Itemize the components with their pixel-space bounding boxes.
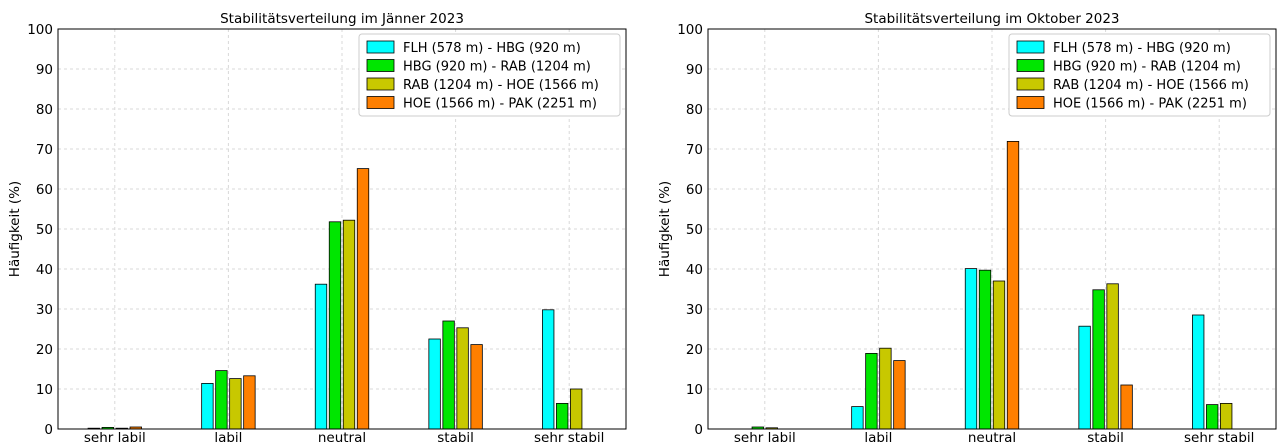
y-tick-label: 70 xyxy=(36,142,53,158)
legend-label: HOE (1566 m) - PAK (2251 m) xyxy=(1053,97,1247,112)
legend-swatch xyxy=(366,59,395,72)
y-tick-label: 30 xyxy=(36,302,53,318)
y-tick-label: 20 xyxy=(686,342,703,358)
y-tick-label: 0 xyxy=(694,422,703,438)
y-tick-label: 70 xyxy=(686,142,703,158)
bar xyxy=(992,280,1006,430)
legend-label: RAB (1204 m) - HOE (1566 m) xyxy=(403,78,599,93)
bar xyxy=(456,327,469,430)
stability-chart-october: Stabilitätsverteilung im Oktober 2023 0 10… xyxy=(657,11,1277,444)
bar xyxy=(342,219,356,430)
y-axis-label: Häufigkeit (%) xyxy=(7,181,23,277)
y-tick-label: 10 xyxy=(686,382,703,398)
y-tick-label: 40 xyxy=(36,262,53,278)
legend-label: RAB (1204 m) - HOE (1566 m) xyxy=(1053,78,1249,93)
legend-label: HBG (920 m) - RAB (1204 m) xyxy=(403,60,591,75)
bar xyxy=(1092,289,1105,430)
legend-label: FLH (578 m) - HBG (920 m) xyxy=(1053,41,1231,56)
x-tick-label: sehr labil xyxy=(84,430,146,444)
legend-label: FLH (578 m) - HBG (920 m) xyxy=(403,41,581,56)
y-tick-label: 80 xyxy=(36,102,53,118)
bar xyxy=(1078,325,1091,430)
y-tick-label: 90 xyxy=(36,62,53,78)
bar xyxy=(1206,404,1219,430)
legend-swatch xyxy=(1016,77,1045,91)
legend-swatch xyxy=(1016,59,1045,72)
bar xyxy=(1192,314,1205,430)
bar xyxy=(1120,384,1133,430)
bar xyxy=(1106,283,1119,430)
y-tick-label: 40 xyxy=(686,262,703,278)
bar xyxy=(201,382,214,430)
bar xyxy=(428,338,441,430)
x-tick-label: labil xyxy=(214,430,242,444)
plot-frame xyxy=(707,28,1277,430)
bar xyxy=(356,168,370,430)
stability-chart-january: Stabilitätsverteilung im Jänner 2023 0 10 2… xyxy=(7,11,627,444)
x-tick-label: sehr labil xyxy=(734,430,796,444)
x-tick-label: neutral xyxy=(318,430,366,444)
legend-frame xyxy=(358,33,621,117)
bar xyxy=(314,283,328,430)
y-tick-label: 80 xyxy=(686,102,703,118)
legend: FLH (578 m) - HBG (920 m) HBG (920 m) - R… xyxy=(1008,33,1271,117)
legend-swatch xyxy=(366,96,395,109)
bar xyxy=(879,347,892,430)
y-tick-label: 60 xyxy=(686,182,703,198)
legend-label: HBG (920 m) - RAB (1204 m) xyxy=(1053,60,1241,75)
bar xyxy=(470,344,483,430)
y-tick-label: 0 xyxy=(44,422,53,438)
x-tick-label: labil xyxy=(864,430,892,444)
y-tick-label: 60 xyxy=(36,182,53,198)
legend-swatch xyxy=(366,40,395,54)
y-tick-label: 90 xyxy=(686,62,703,78)
legend-label: HOE (1566 m) - PAK (2251 m) xyxy=(403,97,597,112)
bar xyxy=(328,221,342,430)
x-tick-label: stabil xyxy=(1087,430,1124,444)
bar xyxy=(570,388,583,430)
legend-frame xyxy=(1008,33,1271,117)
x-tick-label: stabil xyxy=(437,430,474,444)
bar xyxy=(542,309,555,430)
x-tick-label: sehr stabil xyxy=(534,430,604,444)
legend-swatch xyxy=(1016,40,1045,54)
y-tick-label: 20 xyxy=(36,342,53,358)
chart-title: Stabilitätsverteilung im Oktober 2023 xyxy=(864,11,1119,27)
bar xyxy=(1006,140,1020,430)
legend-swatch xyxy=(366,77,395,91)
x-tick-label: neutral xyxy=(968,430,1016,444)
bar xyxy=(851,406,864,430)
chart-title: Stabilitätsverteilung im Jänner 2023 xyxy=(220,11,464,27)
y-tick-label: 50 xyxy=(686,222,703,238)
plot-frame xyxy=(57,28,627,430)
bar xyxy=(1220,402,1233,430)
x-tick-label: sehr stabil xyxy=(1184,430,1254,444)
bar xyxy=(442,320,455,430)
y-tick-label: 50 xyxy=(36,222,53,238)
bar xyxy=(893,360,906,430)
bar xyxy=(865,352,878,430)
y-tick-label: 100 xyxy=(677,22,703,38)
legend: FLH (578 m) - HBG (920 m) HBG (920 m) - R… xyxy=(358,33,621,117)
bar xyxy=(964,268,978,430)
y-axis-label: Häufigkeit (%) xyxy=(657,181,673,277)
legend-swatch xyxy=(1016,96,1045,109)
bar xyxy=(556,402,569,430)
bar xyxy=(215,370,228,430)
bar xyxy=(978,269,992,430)
bar xyxy=(229,378,242,430)
y-tick-label: 10 xyxy=(36,382,53,398)
y-tick-label: 100 xyxy=(27,22,53,38)
bar xyxy=(243,375,256,430)
y-tick-label: 30 xyxy=(686,302,703,318)
